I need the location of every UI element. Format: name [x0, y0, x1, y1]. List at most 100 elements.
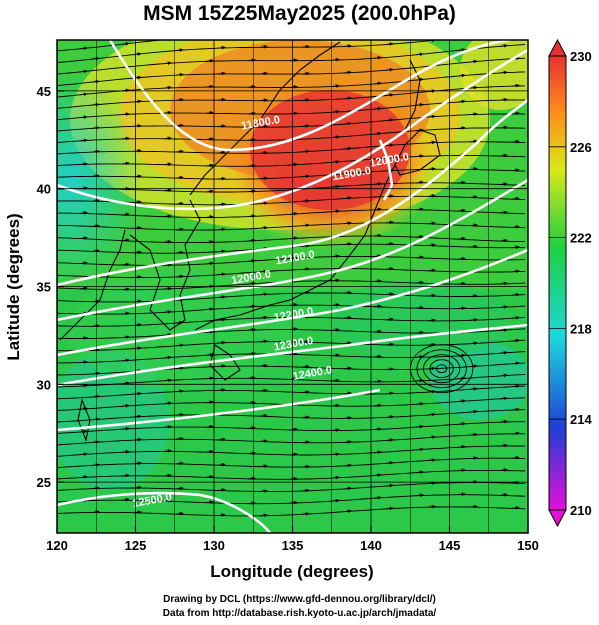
streamline-arrow — [457, 306, 466, 310]
streamline-arrow — [301, 124, 310, 128]
streamline-arrow — [79, 236, 88, 240]
streamline-arrow — [415, 402, 424, 406]
streamline-arrow — [499, 97, 508, 102]
colorbar-tick-label: 222 — [570, 231, 592, 246]
height-contour — [108, 40, 511, 152]
streamline-arrow — [457, 236, 466, 241]
streamline-arrow — [373, 106, 382, 111]
streamline-arrow — [415, 234, 424, 239]
streamline-arrow — [121, 161, 130, 166]
streamline-arrow — [343, 196, 352, 200]
streamline-arrow — [511, 338, 520, 343]
streamline-arrow — [469, 167, 478, 171]
streamline-arrow — [457, 73, 466, 78]
streamline-arrow — [343, 96, 352, 101]
streamline-arrow — [259, 339, 268, 344]
streamline-arrow — [289, 377, 298, 381]
streamline-arrow — [415, 103, 424, 107]
streamline-arrow — [373, 56, 382, 60]
streamline-arrow — [133, 414, 142, 419]
streamline-arrow — [205, 59, 214, 63]
streamline-arrow — [511, 111, 520, 116]
streamline-arrow — [163, 355, 172, 360]
streamline-arrow — [217, 249, 226, 254]
streamline-arrow — [217, 45, 226, 50]
streamline-arrow — [91, 417, 100, 422]
streamline-arrow — [121, 42, 130, 46]
streamline-arrow — [301, 464, 310, 469]
streamline-arrow — [499, 70, 508, 75]
streamline-arrow — [79, 336, 88, 340]
x-tick-label: 140 — [360, 538, 382, 553]
streamline-arrow — [301, 488, 310, 493]
x-tick-label: 125 — [125, 538, 147, 553]
streamline-arrow — [499, 125, 508, 130]
streamline-arrow — [511, 407, 520, 412]
streamline-arrow — [163, 61, 172, 65]
credits: Drawing by DCL (https://www.gfd-dennou.o… — [0, 593, 599, 621]
streamline-arrow — [259, 439, 268, 443]
streamline-arrow — [289, 327, 298, 331]
streamline-arrow — [91, 149, 100, 154]
streamline-arrow — [301, 199, 310, 203]
streamline-arrow — [469, 139, 478, 144]
streamline-arrow — [511, 245, 520, 250]
streamline-arrow — [415, 77, 424, 82]
streamline-arrow — [457, 422, 466, 426]
streamline-arrow — [385, 461, 394, 465]
streamline-arrow — [163, 333, 172, 337]
cyclone-streamline — [429, 359, 454, 379]
streamline-arrow — [217, 340, 226, 345]
streamline-arrow — [415, 493, 424, 498]
streamline-arrow — [385, 267, 394, 271]
streamline-arrow — [91, 102, 100, 107]
x-tick-label: 130 — [203, 538, 225, 553]
streamline-arrow — [205, 449, 214, 454]
streamline-arrow — [427, 366, 436, 371]
streamline-arrow — [415, 305, 424, 310]
streamline-arrow — [217, 227, 226, 232]
streamline-arrow — [205, 163, 214, 168]
streamline-arrow — [499, 182, 508, 186]
streamline-arrow — [289, 427, 298, 432]
streamline-arrow — [301, 415, 310, 420]
streamline-arrow — [331, 84, 340, 88]
streamline-arrow — [175, 366, 184, 370]
streamline-arrow — [289, 477, 298, 481]
y-axis-title: Latitude (degrees) — [4, 213, 23, 360]
streamline-arrow — [91, 79, 100, 84]
streamline-arrow — [79, 115, 88, 119]
streamline-arrow — [469, 59, 478, 64]
streamline-arrow — [415, 207, 424, 212]
streamline-arrow — [133, 461, 142, 466]
streamline-arrow — [470, 35, 476, 36]
streamline-arrow — [163, 310, 172, 314]
streamline-arrow — [121, 238, 130, 242]
coastline-hokkaido — [394, 129, 441, 176]
streamline-arrow — [175, 343, 184, 348]
height-contour — [378, 139, 394, 201]
streamline-arrow — [79, 92, 88, 97]
streamline-arrow — [385, 292, 394, 296]
streamline-arrow — [163, 286, 172, 291]
streamline-arrow — [133, 99, 142, 104]
streamline-arrow — [163, 240, 172, 244]
streamline-arrow — [79, 162, 88, 166]
streamline-arrow — [133, 346, 142, 350]
streamline-arrow — [301, 364, 310, 369]
streamline-arrow — [469, 223, 478, 227]
credit-line-data: Data from http://database.rish.kyoto-u.a… — [162, 608, 437, 619]
streamline-arrow — [133, 226, 142, 230]
height-contour — [57, 98, 528, 287]
streamline-arrow — [427, 318, 436, 323]
streamline-arrow — [499, 328, 508, 332]
streamline-arrow — [289, 452, 298, 457]
streamline-arrow — [175, 511, 184, 516]
streamline-arrow — [121, 450, 130, 454]
streamline-arrow — [499, 493, 508, 497]
streamline-arrow — [457, 445, 466, 449]
streamline-arrow — [469, 195, 478, 199]
streamline-arrow — [373, 254, 382, 258]
streamline-arrow — [259, 124, 268, 129]
